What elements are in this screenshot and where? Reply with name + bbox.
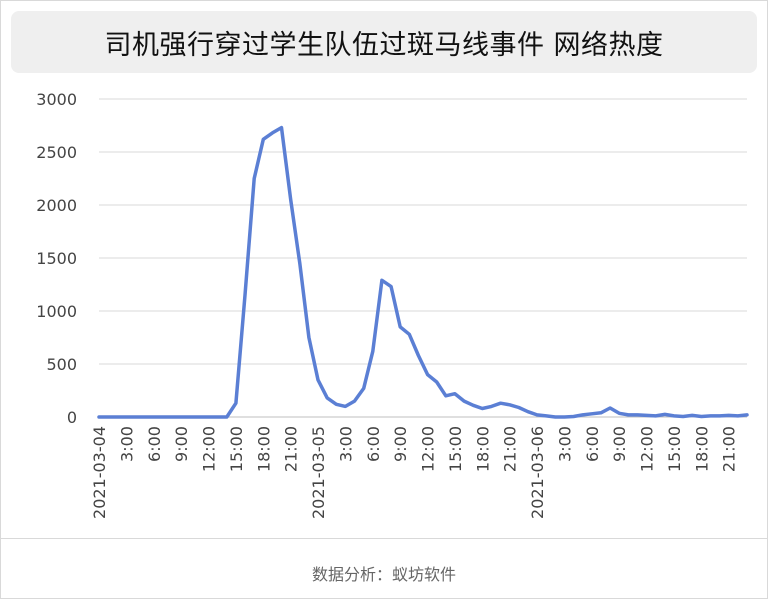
x-tick-label: 3:00 [117,426,136,462]
y-tick-label: 2000 [36,196,77,215]
chart-title: 司机强行穿过学生队伍过斑马线事件 网络热度 [104,29,664,61]
x-tick-label: 2021-03-04 [90,426,109,519]
x-tick-label: 6:00 [145,426,164,462]
x-tick-label: 9:00 [610,426,629,462]
x-tick-label: 18:00 [473,426,492,472]
x-tick-label: 6:00 [364,426,383,462]
y-tick-label: 0 [67,408,77,427]
x-tick-label: 12:00 [200,426,219,472]
y-tick-label: 3000 [36,90,77,109]
x-tick-label: 15:00 [446,426,465,472]
series-line [97,125,749,419]
x-tick-label: 15:00 [227,426,246,472]
x-tick-label: 18:00 [692,426,711,472]
y-tick-label: 1000 [36,302,77,321]
x-tick-label: 15:00 [665,426,684,472]
data-source-label: 数据分析：蚁坊软件 [311,565,456,584]
x-tick-label: 9:00 [172,426,191,462]
x-tick-label: 9:00 [391,426,410,462]
x-tick-label: 21:00 [282,426,301,472]
x-tick-label: 12:00 [638,426,657,472]
x-tick-label: 18:00 [254,426,273,472]
y-tick-label: 500 [46,355,77,374]
x-tick-label: 6:00 [583,426,602,462]
chart-title-box: 司机强行穿过学生队伍过斑马线事件 网络热度 [11,11,757,73]
x-tick-label: 3:00 [555,426,574,462]
y-tick-label: 1500 [36,249,77,268]
x-tick-label: 2021-03-06 [528,426,547,519]
x-tick-label: 12:00 [419,426,438,472]
x-tick-label: 3:00 [336,426,355,462]
footer-divider [1,538,767,539]
line-chart: 0 500 1000 1500 2000 2500 3000 2021-03-04 3:00 6:… [36,90,749,519]
y-tick-label: 2500 [36,143,77,162]
x-tick-label: 2021-03-05 [309,426,328,519]
x-tick-label: 21:00 [501,426,520,472]
x-tick-label: 21:00 [720,426,739,472]
